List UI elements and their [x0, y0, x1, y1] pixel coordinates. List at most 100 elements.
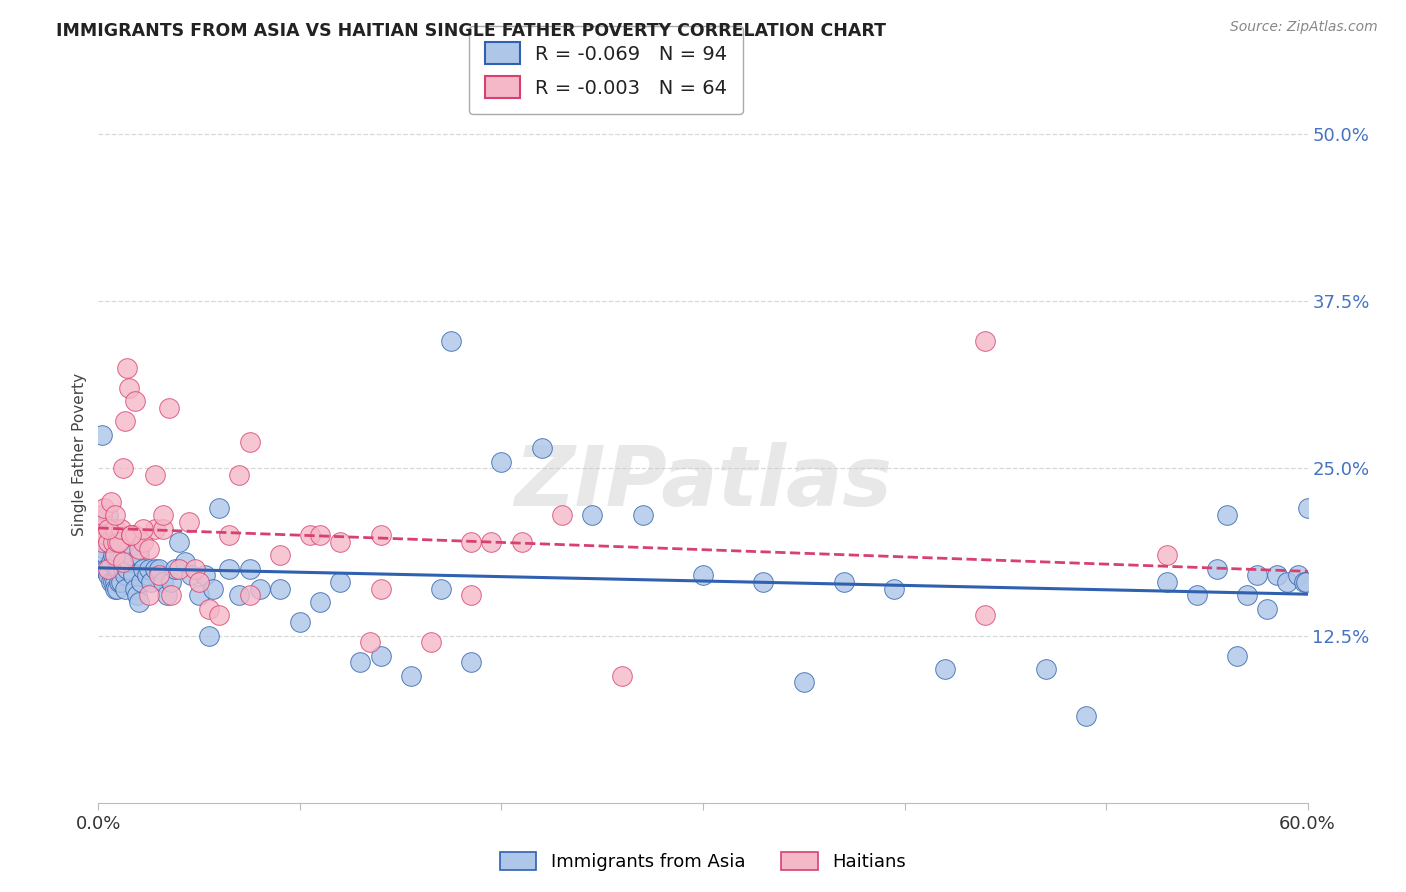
Point: [152, 508, 174, 523]
Point: [167, 534, 190, 549]
Point: [132, 534, 155, 549]
Point: [93, 541, 115, 556]
Point: [460, 655, 482, 669]
Point: [132, 562, 155, 576]
Point: [249, 582, 271, 596]
Point: [120, 528, 142, 542]
Point: [107, 534, 129, 549]
Point: [934, 662, 956, 676]
Point: [1277, 575, 1299, 590]
Point: [89, 521, 111, 535]
Point: [202, 582, 225, 596]
Point: [120, 528, 142, 542]
Point: [460, 589, 482, 603]
Point: [157, 401, 180, 416]
Point: [148, 562, 170, 576]
Text: R = -0.069: R = -0.069: [554, 40, 659, 60]
Point: [309, 595, 332, 609]
Text: Source: ZipAtlas.com: Source: ZipAtlas.com: [1230, 20, 1378, 34]
Point: [128, 541, 150, 556]
Point: [883, 582, 905, 596]
Point: [370, 528, 392, 542]
Point: [612, 669, 634, 683]
Point: [97, 534, 120, 549]
Point: [118, 555, 141, 569]
Point: [128, 548, 150, 563]
Point: [91, 427, 114, 442]
Point: [139, 575, 162, 590]
Point: [114, 568, 136, 582]
Point: [974, 334, 997, 349]
Point: [370, 582, 392, 596]
Point: [93, 521, 115, 535]
Point: [793, 675, 815, 690]
Y-axis label: Single Father Poverty: Single Father Poverty: [72, 374, 87, 536]
Point: [129, 575, 152, 590]
Point: [97, 534, 120, 549]
Point: [132, 521, 155, 535]
Point: [208, 501, 231, 516]
Point: [97, 568, 120, 582]
Point: [1295, 575, 1317, 590]
Point: [228, 467, 250, 482]
Point: [1216, 508, 1239, 523]
Point: [239, 562, 262, 576]
Point: [360, 635, 382, 649]
Legend: Immigrants from Asia, Haitians: Immigrants from Asia, Haitians: [494, 845, 912, 879]
Text: IMMIGRANTS FROM ASIA VS HAITIAN SINGLE FATHER POVERTY CORRELATION CHART: IMMIGRANTS FROM ASIA VS HAITIAN SINGLE F…: [56, 22, 886, 40]
Point: [111, 461, 134, 475]
Point: [1236, 589, 1258, 603]
Point: [163, 562, 186, 576]
Point: [111, 562, 134, 576]
Point: [581, 508, 603, 523]
Point: [430, 582, 453, 596]
Point: [120, 548, 142, 563]
Point: [138, 541, 160, 556]
Point: [329, 575, 352, 590]
Point: [299, 528, 322, 542]
Point: [160, 589, 183, 603]
Point: [143, 467, 166, 482]
Point: [107, 575, 129, 590]
Point: [1156, 548, 1178, 563]
Point: [100, 555, 122, 569]
Point: [135, 568, 157, 582]
Point: [138, 589, 160, 603]
Point: [105, 534, 128, 549]
Point: [103, 582, 125, 596]
Point: [110, 521, 132, 535]
Point: [1256, 602, 1278, 616]
Point: [228, 589, 250, 603]
Point: [530, 442, 553, 455]
Point: [198, 628, 221, 642]
Point: [174, 555, 197, 569]
Point: [1185, 589, 1208, 603]
Point: [114, 582, 136, 596]
Point: [138, 562, 160, 576]
Point: [239, 589, 262, 603]
Point: [198, 602, 221, 616]
Point: [188, 575, 211, 590]
Point: [101, 548, 124, 563]
Point: [91, 508, 114, 523]
Point: [103, 575, 125, 590]
Point: [460, 534, 482, 549]
Point: [107, 562, 129, 576]
Point: [115, 361, 138, 376]
Point: [105, 562, 128, 576]
Point: [97, 508, 120, 523]
Point: [128, 595, 150, 609]
Point: [1074, 708, 1097, 723]
Point: [440, 334, 463, 349]
Point: [97, 521, 120, 535]
Point: [152, 575, 174, 590]
Point: [288, 615, 311, 630]
Text: N = 94: N = 94: [666, 40, 740, 60]
Point: [510, 534, 533, 549]
Text: R = -0.003: R = -0.003: [554, 70, 659, 89]
Point: [93, 562, 115, 576]
Point: [103, 548, 125, 563]
Point: [96, 528, 118, 542]
Point: [124, 528, 146, 542]
Point: [218, 562, 240, 576]
